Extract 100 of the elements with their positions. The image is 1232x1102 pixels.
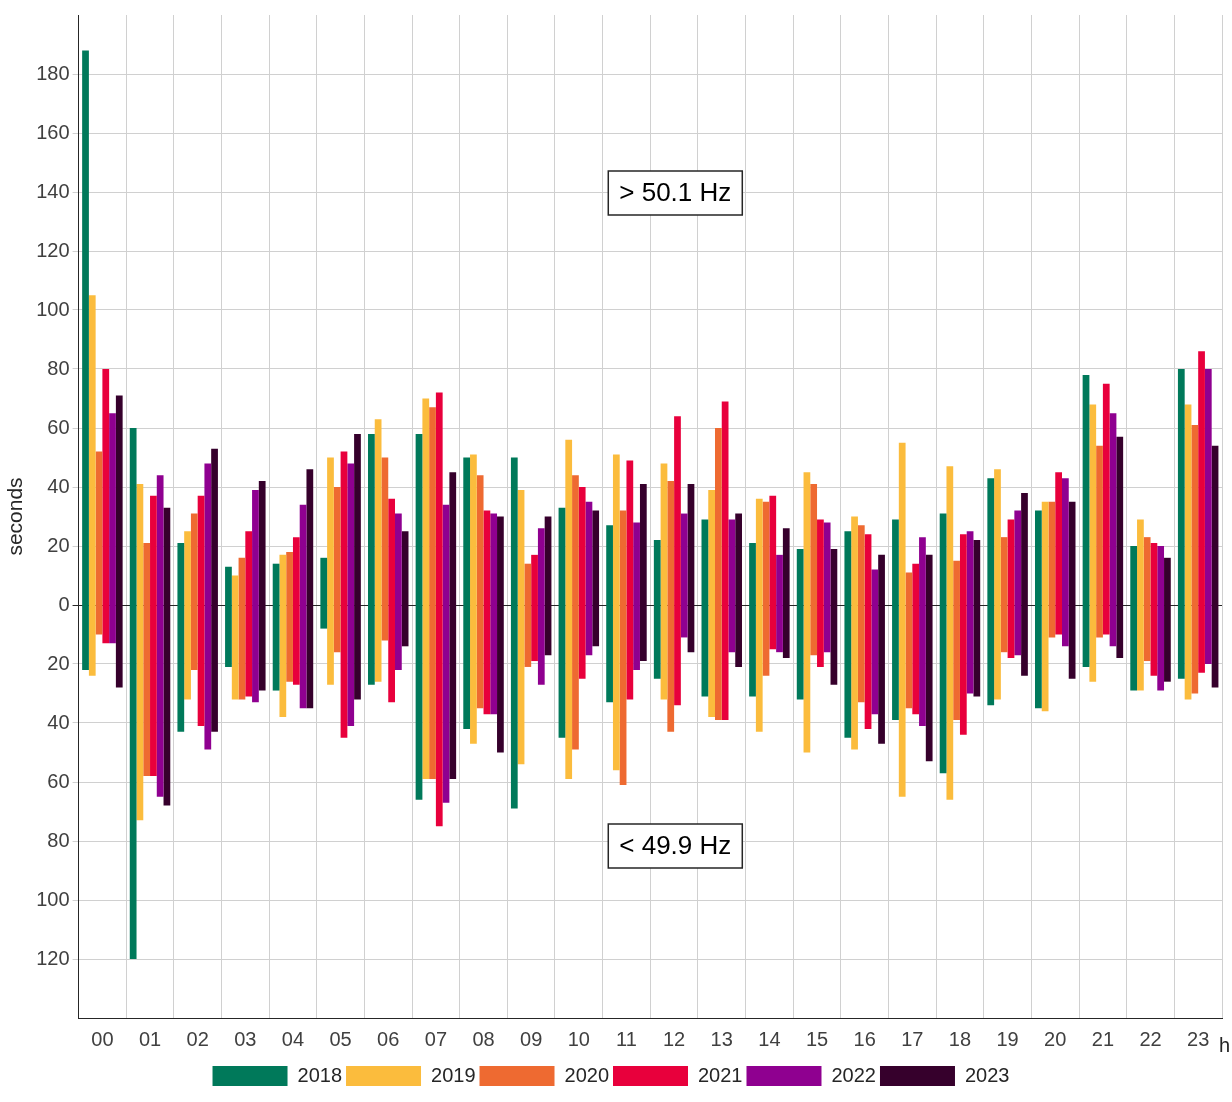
y-tick-label: 60 bbox=[47, 415, 70, 438]
bar bbox=[156, 475, 164, 797]
bar bbox=[1137, 519, 1144, 691]
bar bbox=[510, 457, 518, 809]
bar bbox=[1055, 472, 1062, 635]
bar bbox=[667, 481, 675, 732]
bar bbox=[674, 416, 681, 706]
legend-label: 2019 bbox=[431, 1063, 476, 1086]
bar bbox=[680, 513, 688, 638]
annotation: > 50.1 Hz bbox=[619, 177, 732, 208]
bar bbox=[245, 531, 253, 697]
bar bbox=[109, 413, 116, 644]
y-tick-label: 40 bbox=[47, 710, 70, 733]
bar bbox=[204, 463, 212, 750]
bar bbox=[749, 543, 756, 697]
bar bbox=[354, 433, 361, 700]
bar bbox=[88, 295, 96, 676]
bar bbox=[892, 519, 899, 721]
bar bbox=[190, 513, 198, 670]
annotation: < 49.9 Hz bbox=[619, 830, 732, 861]
bar bbox=[1116, 436, 1124, 659]
y-tick-label: 80 bbox=[47, 356, 70, 379]
bar bbox=[320, 557, 328, 629]
bar bbox=[612, 454, 620, 771]
bar bbox=[388, 498, 395, 703]
bar bbox=[422, 398, 430, 780]
bar bbox=[252, 489, 259, 703]
y-tick-label: 100 bbox=[36, 887, 70, 910]
bar bbox=[231, 575, 239, 700]
bar bbox=[292, 537, 300, 685]
bar bbox=[1164, 557, 1171, 682]
bar bbox=[871, 569, 879, 715]
bar bbox=[150, 495, 157, 777]
bar bbox=[639, 484, 647, 662]
x-tick-label: 05 bbox=[329, 1027, 352, 1050]
x-tick-label: 22 bbox=[1139, 1027, 1162, 1050]
x-axis-title: h bbox=[1219, 1033, 1231, 1056]
bar bbox=[1198, 351, 1205, 673]
bar bbox=[279, 554, 287, 718]
x-tick-label: 03 bbox=[234, 1027, 257, 1050]
x-tick-label: 06 bbox=[377, 1027, 400, 1050]
x-tick-label: 02 bbox=[186, 1027, 209, 1050]
bar bbox=[1041, 501, 1049, 712]
bar bbox=[347, 463, 355, 726]
x-tick-label: 19 bbox=[996, 1027, 1019, 1050]
bar bbox=[953, 560, 960, 721]
x-tick-label: 07 bbox=[424, 1027, 448, 1050]
bar bbox=[728, 519, 736, 653]
bar bbox=[258, 481, 266, 691]
bar bbox=[796, 548, 804, 700]
bar bbox=[286, 551, 293, 682]
bar bbox=[490, 513, 498, 715]
bar bbox=[497, 516, 504, 753]
y-tick-label: 100 bbox=[36, 297, 70, 320]
bar bbox=[769, 495, 777, 650]
y-tick-label: 120 bbox=[36, 946, 70, 969]
bar bbox=[1177, 369, 1185, 679]
x-tick-label: 01 bbox=[138, 1027, 162, 1050]
bar bbox=[102, 369, 110, 644]
bar bbox=[946, 466, 954, 800]
bar bbox=[912, 563, 920, 715]
bar bbox=[857, 525, 865, 703]
y-tick-label: 20 bbox=[47, 533, 70, 556]
legend-label: 2023 bbox=[964, 1063, 1010, 1086]
y-tick-label: 60 bbox=[47, 769, 70, 792]
bar bbox=[776, 554, 783, 653]
y-tick-label: 140 bbox=[36, 179, 70, 202]
bar bbox=[1130, 546, 1138, 691]
bar bbox=[572, 475, 579, 750]
x-tick-label: 16 bbox=[853, 1027, 876, 1050]
bar bbox=[925, 554, 933, 762]
bar bbox=[1000, 537, 1008, 653]
bar bbox=[395, 513, 402, 670]
bar bbox=[578, 487, 586, 679]
bar bbox=[1096, 445, 1103, 638]
bar bbox=[82, 50, 89, 670]
bar bbox=[1089, 404, 1097, 682]
bar bbox=[333, 487, 341, 653]
bar bbox=[211, 448, 218, 732]
bar bbox=[1143, 537, 1151, 662]
x-tick-label: 23 bbox=[1187, 1027, 1210, 1050]
bar bbox=[1021, 492, 1028, 676]
x-tick-label: 15 bbox=[805, 1027, 829, 1050]
bar bbox=[470, 454, 477, 744]
x-tick-label: 17 bbox=[901, 1027, 924, 1050]
y-tick-label: 120 bbox=[36, 238, 70, 261]
bar bbox=[715, 428, 722, 721]
bar bbox=[898, 442, 906, 797]
bar bbox=[429, 407, 436, 780]
x-tick-label: 10 bbox=[567, 1027, 590, 1050]
x-tick-label: 08 bbox=[472, 1027, 495, 1050]
x-tick-label: 21 bbox=[1091, 1027, 1115, 1050]
bar bbox=[973, 540, 981, 697]
bar bbox=[327, 457, 334, 685]
bar bbox=[755, 498, 763, 732]
y-tick-label: 40 bbox=[47, 474, 70, 497]
bar bbox=[919, 537, 926, 726]
x-tick-label: 13 bbox=[710, 1027, 733, 1050]
bar bbox=[1062, 478, 1069, 647]
x-tick-label: 00 bbox=[91, 1027, 114, 1050]
